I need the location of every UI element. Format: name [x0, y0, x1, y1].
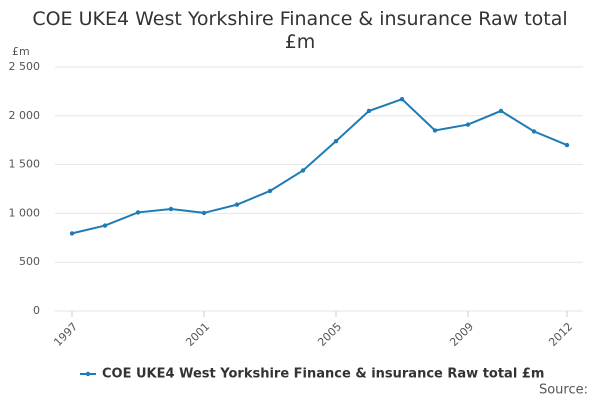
- x-tick-label: 2012: [546, 320, 575, 349]
- y-tick-label: 0: [33, 304, 40, 317]
- x-tick-label: 2005: [315, 320, 344, 349]
- y-tick-label: 500: [19, 255, 40, 268]
- data-point: [201, 210, 207, 216]
- data-point: [69, 231, 75, 236]
- x-tick-label: 2001: [183, 320, 212, 349]
- y-tick-label: 2 500: [9, 60, 41, 73]
- x-tick-label: 2009: [447, 320, 476, 349]
- data-point: [366, 108, 372, 114]
- source-label: Source:: [539, 383, 588, 398]
- data-point: [135, 210, 141, 215]
- data-point: [564, 142, 570, 148]
- y-tick-label: 2 000: [9, 109, 41, 122]
- y-tick-label: 1 000: [9, 206, 41, 219]
- x-tick-label: 1997: [51, 320, 80, 349]
- data-point: [300, 168, 306, 173]
- series-line: [71, 98, 568, 235]
- data-point: [465, 122, 471, 127]
- data-point: [333, 138, 339, 144]
- data-point: [498, 108, 504, 114]
- data-point: [531, 129, 537, 134]
- data-point: [267, 188, 273, 194]
- data-point: [102, 223, 108, 228]
- legend-marker: [85, 371, 91, 377]
- data-point: [432, 128, 438, 133]
- data-point: [168, 206, 174, 212]
- data-point: [399, 97, 405, 102]
- legend-label: COE UKE4 West Yorkshire Finance & insura…: [102, 367, 544, 382]
- chart-title: COE UKE4 West Yorkshire Finance & insura…: [32, 8, 568, 53]
- y-axis-unit: £m: [12, 45, 30, 58]
- data-point: [234, 202, 240, 207]
- y-tick-label: 1 500: [9, 158, 41, 171]
